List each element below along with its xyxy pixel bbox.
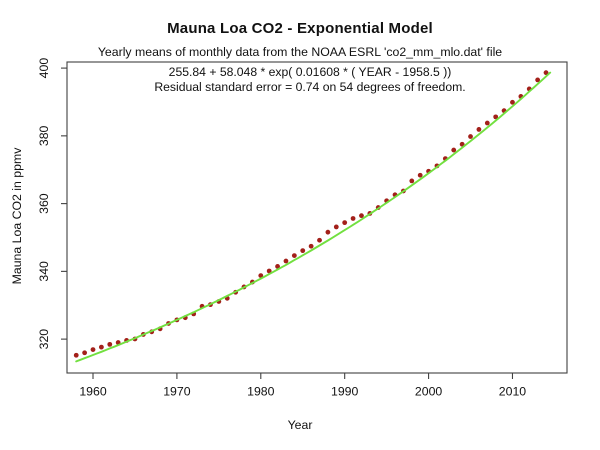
data-point [82,350,88,356]
fit-line [75,71,552,363]
x-tick-label: 1970 [163,385,191,399]
fit-equation-text: 255.84 + 58.048 * exp( 0.01608 * ( YEAR … [168,65,452,79]
data-point [90,347,96,352]
x-tick-label: 1980 [247,385,275,399]
data-point [317,237,322,243]
y-tick-label: 360 [37,193,51,214]
data-point [266,268,272,274]
x-tick-label: 1960 [79,385,107,399]
plot-frame [66,61,568,374]
data-point [107,341,113,347]
x-tick-label: 1990 [331,385,359,399]
data-point [484,120,490,126]
data-point [325,229,331,235]
model-annotation: 255.84 + 58.048 * exp( 0.01608 * ( YEAR … [20,65,600,94]
chart-subtitle: Yearly means of monthly data from the NO… [97,45,503,59]
data-point [291,253,297,259]
data-point [409,178,415,184]
residual-error-text: Residual standard error = 0.74 on 54 deg… [154,79,466,94]
data-point [535,77,541,83]
data-point [342,220,348,226]
x-tick-label: 2010 [499,385,527,399]
data-point [459,141,465,147]
data-point [468,134,473,139]
data-point [98,344,104,350]
data-point [283,258,289,264]
y-tick-label: 340 [37,261,51,282]
x-axis-label: Year [287,418,313,432]
data-point [359,213,364,219]
y-tick-label: 380 [37,125,51,146]
chart-title: Mauna Loa CO2 - Exponential Model [167,20,433,37]
y-axis-label: Mauna Loa CO2 in ppmv [10,147,24,285]
data-point [300,248,306,254]
data-point [451,147,457,153]
x-tick-label: 2000 [415,385,443,399]
data-point [417,172,423,178]
data-point [275,264,280,269]
data-point [543,70,549,76]
data-point [333,224,339,230]
data-point [476,127,482,132]
data-point [258,273,264,279]
data-point [73,352,79,358]
y-tick-label: 400 [37,58,51,79]
data-point [308,243,314,249]
y-tick-label: 320 [37,329,51,350]
data-point [493,114,499,120]
data-point [350,216,356,221]
data-point [510,99,515,105]
